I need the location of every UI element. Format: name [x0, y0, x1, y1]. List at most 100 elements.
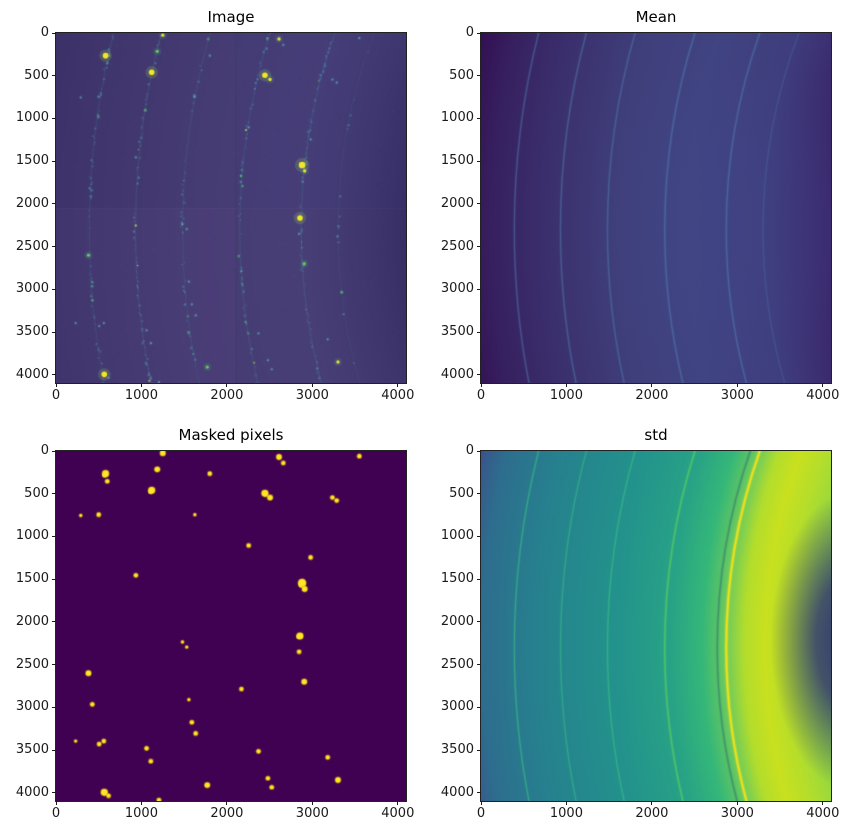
y-tick-mark: [477, 749, 481, 751]
subplot-image: Image 0 1000 2000 3000 4000 0 500 1000 1500 2000 2…: [16, 8, 414, 403]
y-tick-label: 0: [40, 25, 49, 40]
x-tick-mark: [397, 383, 399, 387]
x-tick-label: 0: [476, 388, 486, 403]
y-tick-mark: [52, 621, 56, 623]
mean-heatmap-canvas: [481, 33, 831, 383]
y-tick-mark: [477, 160, 481, 162]
subplot-masked-pixels: Masked pixels 0 1000 2000 3000 4000 0 500 1000 1…: [16, 426, 414, 821]
y-tick-mark: [477, 374, 481, 376]
x-tick-label: 3000: [720, 388, 754, 403]
x-tick-mark: [140, 383, 142, 387]
y-tick-mark: [52, 331, 56, 333]
y-tick-mark: [477, 203, 481, 205]
x-tick-mark: [480, 383, 482, 387]
y-tick-mark: [52, 246, 56, 248]
y-tick-label: 3500: [440, 324, 474, 340]
x-tick-label: 3000: [295, 388, 329, 403]
y-tick-mark: [52, 792, 56, 794]
y-tick-label: 1500: [15, 571, 49, 587]
x-tick-label: 2000: [635, 388, 669, 403]
y-tick-mark: [52, 117, 56, 119]
y-tick-label: 500: [449, 67, 474, 83]
y-tick-label: 1000: [15, 528, 49, 544]
y-tick-mark: [477, 331, 481, 333]
y-tick-mark: [52, 578, 56, 580]
subplot-masked-pixels-title: Masked pixels: [178, 426, 284, 444]
subplot-mean: Mean 0 1000 2000 3000 4000 0 500 1000 1500 2000 25…: [441, 8, 839, 403]
y-tick-label: 2500: [440, 238, 474, 254]
x-tick-mark: [736, 801, 738, 805]
y-tick-label: 1500: [15, 153, 49, 169]
y-tick-mark: [52, 535, 56, 537]
y-tick-mark: [52, 75, 56, 77]
y-tick-mark: [52, 160, 56, 162]
y-tick-mark: [477, 75, 481, 77]
x-tick-label: 2000: [210, 806, 244, 821]
y-tick-label: 1500: [440, 571, 474, 587]
x-tick-mark: [736, 383, 738, 387]
x-tick-label: 3000: [720, 806, 754, 821]
x-tick-label: 1000: [549, 388, 583, 403]
x-tick-label: 2000: [635, 806, 669, 821]
y-tick-label: 3500: [440, 742, 474, 758]
x-tick-mark: [55, 801, 57, 805]
y-tick-label: 0: [465, 25, 474, 40]
y-tick-label: 500: [24, 485, 49, 501]
y-tick-label: 4000: [15, 784, 49, 800]
y-tick-label: 3000: [15, 699, 49, 715]
y-tick-label: 2000: [15, 195, 49, 211]
y-tick-mark: [477, 792, 481, 794]
y-tick-label: 3000: [15, 281, 49, 297]
y-tick-label: 2500: [15, 238, 49, 254]
y-tick-label: 1000: [440, 528, 474, 544]
y-tick-mark: [52, 706, 56, 708]
y-tick-mark: [477, 493, 481, 495]
y-tick-label: 500: [449, 485, 474, 501]
y-tick-mark: [52, 749, 56, 751]
y-tick-mark: [477, 32, 481, 34]
x-tick-mark: [822, 801, 824, 805]
x-tick-mark: [565, 383, 567, 387]
x-tick-mark: [55, 383, 57, 387]
x-tick-label: 4000: [381, 806, 415, 821]
std-heatmap-canvas: [481, 451, 831, 801]
y-tick-label: 2000: [15, 613, 49, 629]
subplot-std-title: std: [644, 426, 668, 444]
y-tick-mark: [52, 203, 56, 205]
x-tick-mark: [651, 801, 653, 805]
subplot-mean-title: Mean: [635, 8, 677, 26]
x-tick-mark: [397, 801, 399, 805]
y-tick-mark: [477, 664, 481, 666]
y-tick-mark: [477, 117, 481, 119]
y-tick-mark: [52, 288, 56, 290]
y-tick-label: 4000: [440, 366, 474, 382]
x-tick-label: 1000: [549, 806, 583, 821]
y-tick-label: 1000: [15, 110, 49, 126]
y-tick-label: 0: [465, 443, 474, 458]
subplot-image-title: Image: [207, 8, 255, 26]
y-tick-mark: [52, 664, 56, 666]
y-tick-label: 0: [40, 443, 49, 458]
x-tick-mark: [140, 801, 142, 805]
x-tick-label: 4000: [806, 806, 840, 821]
x-tick-label: 2000: [210, 388, 244, 403]
y-tick-mark: [477, 535, 481, 537]
x-tick-mark: [226, 801, 228, 805]
y-tick-mark: [477, 621, 481, 623]
y-tick-mark: [477, 706, 481, 708]
x-tick-label: 0: [51, 806, 61, 821]
x-tick-label: 0: [51, 388, 61, 403]
x-tick-mark: [311, 383, 313, 387]
y-tick-mark: [477, 578, 481, 580]
y-tick-label: 3000: [440, 699, 474, 715]
y-tick-label: 3000: [440, 281, 474, 297]
y-tick-label: 1500: [440, 153, 474, 169]
y-tick-label: 3500: [15, 742, 49, 758]
x-tick-mark: [226, 383, 228, 387]
image-heatmap-canvas: [56, 33, 406, 383]
y-tick-mark: [52, 493, 56, 495]
x-tick-label: 1000: [124, 806, 158, 821]
y-tick-mark: [52, 450, 56, 452]
y-tick-mark: [52, 32, 56, 34]
